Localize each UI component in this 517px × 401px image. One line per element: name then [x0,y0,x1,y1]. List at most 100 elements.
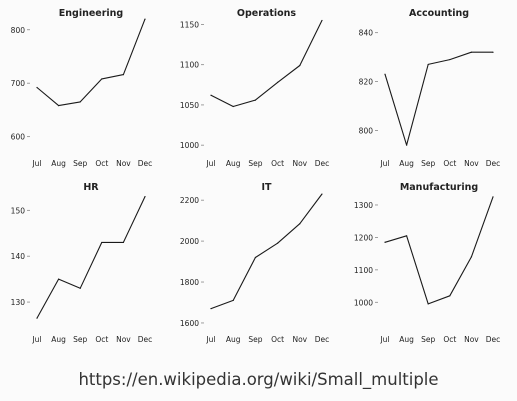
data-point [406,235,408,237]
y-tick-label: 1800 [180,278,199,287]
data-point [299,64,301,67]
data-point [492,196,494,198]
data-point [101,241,103,244]
data-point [58,278,60,280]
x-tick-label: Aug [51,335,66,344]
data-point [449,295,451,297]
x-tick-label: Dec [138,335,153,344]
x-tick-label: Oct [95,335,108,344]
data-point [144,18,146,20]
x-tick-label: Jul [205,335,215,344]
x-tick-label: Jul [31,159,41,168]
data-point [122,241,124,244]
y-tick-label: 1100 [180,61,199,70]
y-tick-label: 840 [359,29,374,38]
data-point [470,51,472,53]
y-tick-label: 1000 [180,141,199,150]
y-tick-label: 700 [11,79,26,88]
series-line [210,193,323,310]
x-tick-label: Dec [138,159,153,168]
x-tick-label: Dec [486,159,501,168]
chart-title: HR [83,182,99,193]
data-point [58,105,60,107]
x-tick-label: Dec [486,335,501,344]
y-tick-label: 600 [11,133,26,142]
data-point [210,94,212,96]
data-point [384,241,386,243]
x-tick-label: Dec [315,159,330,168]
chart-panel-hr: HR 130 140 150 Jul Aug Sep Oct Nov Dec [11,182,153,344]
y-tick-label: 140 [11,252,26,261]
x-tick-label: Jul [205,159,215,168]
y-tick-label: 1000 [354,298,373,307]
y-tick-label: 2200 [180,196,199,205]
data-point [210,308,212,310]
y-tick-label: 1600 [180,319,199,328]
x-tick-label: Jul [379,159,389,168]
data-point [254,256,256,259]
data-point [427,303,429,305]
x-tick-label: Aug [226,159,241,168]
y-tick-label: 1150 [180,20,199,29]
data-point [122,74,124,76]
chart-panel-accounting: Accounting 800 820 840 Jul Aug Sep Oct Nov Dec [359,8,501,168]
x-tick-label: Jul [379,335,389,344]
data-point [321,193,323,195]
x-tick-label: Aug [226,335,241,344]
x-tick-label: Aug [399,335,414,344]
x-tick-label: Aug [399,159,414,168]
x-tick-label: Dec [315,335,330,344]
y-tick-label: 1100 [354,266,373,275]
x-tick-label: Oct [271,159,284,168]
x-tick-label: Nov [116,159,131,168]
chart-title: Operations [237,8,297,19]
y-tick-label: 2000 [180,237,199,246]
y-tick-label: 800 [11,26,26,35]
data-point [79,287,81,289]
data-point [384,73,386,75]
data-point [144,195,146,198]
x-tick-label: Nov [292,335,307,344]
data-point [101,78,103,80]
data-point [427,63,429,66]
x-tick-label: Nov [116,335,131,344]
x-tick-label: Sep [248,335,262,344]
series-line [384,51,493,146]
x-tick-label: Jul [31,335,41,344]
series-line [36,196,146,319]
x-tick-label: Nov [464,335,479,344]
x-tick-label: Oct [271,335,284,344]
y-tick-label: 820 [359,78,374,87]
y-tick-label: 800 [359,126,374,135]
data-point [232,299,234,302]
chart-panel-engineering: Engineering 600 700 800 Jul Aug Sep Oct Nov Dec [11,8,153,168]
series-line [384,196,494,305]
chart-panel-it: IT 1600 1800 2000 2200 Jul Aug Sep Oct Nov Dec [180,182,329,344]
data-point [36,317,38,319]
chart-panel-operations: Operations 1000 1050 1100 1150 Jul Aug Sep Oct No… [180,8,329,168]
x-tick-label: Sep [248,159,262,168]
x-tick-label: Oct [443,159,456,168]
x-tick-label: Oct [443,335,456,344]
data-point [277,242,279,244]
series-line [210,20,323,108]
y-tick-label: 1200 [354,233,373,242]
data-point [232,105,234,108]
series-line [36,18,146,107]
chart-title: Manufacturing [400,182,478,193]
data-point [277,81,279,83]
x-tick-label: Sep [73,335,87,344]
y-tick-label: 1300 [354,201,373,210]
data-point [492,51,494,53]
chart-title: IT [261,182,272,193]
y-tick-label: 130 [11,298,26,307]
x-tick-label: Sep [421,159,435,168]
data-point [321,19,323,22]
x-tick-label: Nov [292,159,307,168]
chart-title: Engineering [59,8,123,19]
x-tick-label: Sep [73,159,87,168]
data-point [79,101,81,103]
chart-panel-manufacturing: Manufacturing 1000 1100 1200 1300 Jul Aug Sep Oc… [354,182,500,344]
data-point [449,58,451,61]
